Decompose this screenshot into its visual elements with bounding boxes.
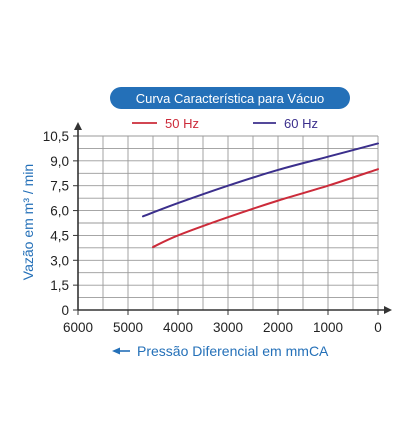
legend: 50 Hz 60 Hz	[132, 116, 318, 131]
series-line-50hz	[152, 168, 379, 249]
y-tick-label: 10,5	[43, 129, 69, 144]
title-pill	[110, 87, 350, 109]
x-tick-label: 4000	[163, 320, 193, 335]
grid	[77, 135, 379, 311]
y-tick-label: 4,5	[50, 228, 69, 243]
y-tick-label: 0	[61, 303, 69, 318]
axes	[73, 122, 392, 315]
chart-title: Curva Característica para Vácuo	[136, 91, 325, 106]
x-tick-label: 5000	[113, 320, 143, 335]
x-axis-arrow	[384, 306, 392, 314]
x-tick-label: 3000	[213, 320, 243, 335]
y-tick-label: 3,0	[50, 253, 69, 268]
legend-label-50hz: 50 Hz	[165, 116, 199, 131]
y-tick-label: 7,5	[50, 179, 69, 194]
y-axis-arrow	[74, 122, 82, 130]
y-tick-label: 6,0	[50, 204, 69, 219]
x-tick-label: 2000	[263, 320, 293, 335]
x-axis-direction-arrow-head	[112, 347, 120, 355]
y-tick-label: 1,5	[50, 278, 69, 293]
x-tick-label: 6000	[63, 320, 93, 335]
x-axis-title-group: Pressão Diferencial em mmCA	[112, 343, 329, 359]
tick-labels: 0 1,5 3,0 4,5 6,0 7,5 9,0 10,5 6000 5000 4000 3000 2…	[43, 129, 382, 335]
y-axis-title: Vazão em m³ / min	[20, 164, 36, 280]
series-line-60hz	[142, 142, 379, 218]
series	[142, 142, 379, 249]
legend-label-60hz: 60 Hz	[284, 116, 318, 131]
y-tick-label: 9,0	[50, 154, 69, 169]
x-tick-label: 1000	[313, 320, 343, 335]
x-tick-label: 0	[374, 320, 382, 335]
x-axis-title: Pressão Diferencial em mmCA	[137, 343, 329, 359]
